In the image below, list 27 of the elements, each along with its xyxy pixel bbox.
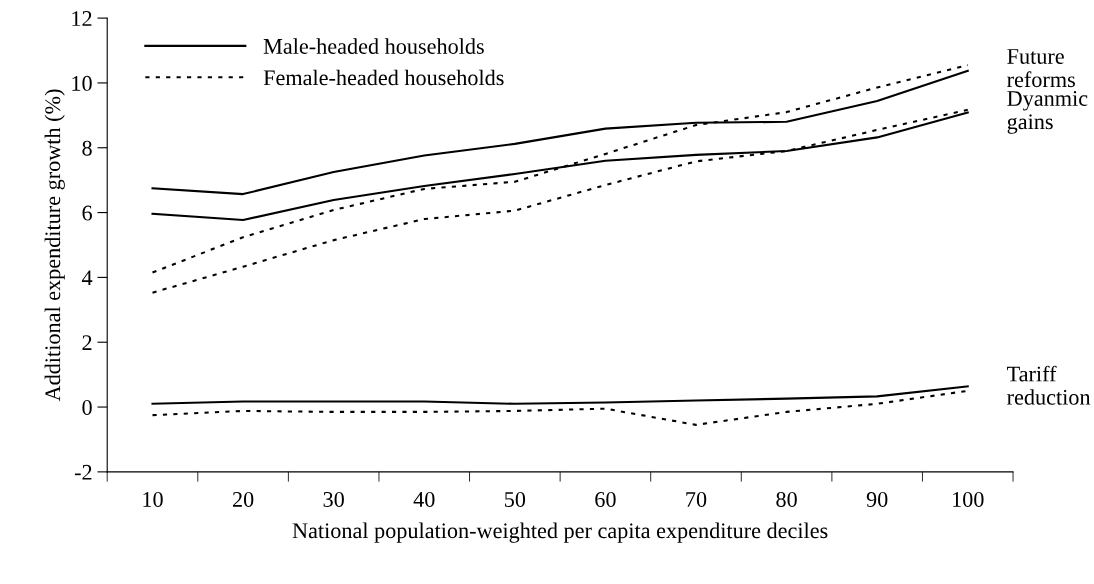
- x-tick-label: 80: [776, 491, 797, 507]
- y-tick-label: 4: [81, 270, 93, 286]
- annotation: Future reforms: [1007, 49, 1075, 88]
- legend-label: Male-headed households: [263, 38, 484, 54]
- y-tick-label: -2: [74, 464, 92, 480]
- y-tick-label: 0: [82, 399, 92, 415]
- y-tick-label: 8: [82, 140, 92, 156]
- x-tick-label: 90: [866, 491, 888, 507]
- y-tick-label: 10: [72, 75, 92, 91]
- x-tick-label: 40: [413, 491, 435, 507]
- x-tick-label: 70: [686, 491, 707, 507]
- line-series: [151, 64, 969, 274]
- annotation: Dyanmic gains: [1007, 91, 1088, 134]
- y-tick-label: 6: [82, 205, 92, 221]
- x-tick-label: 50: [505, 491, 526, 507]
- legend-label: Female-headed households: [263, 69, 504, 86]
- x-tick-label: 60: [595, 491, 616, 507]
- line-series: [151, 385, 969, 405]
- y-tick-label: 12: [72, 11, 92, 26]
- x-tick-label: 30: [323, 491, 344, 507]
- annotation: Tariff reduction: [1007, 365, 1091, 405]
- x-tick-label: 100: [953, 491, 984, 507]
- x-axis-title: National population-weighted per capita expenditure deciles: [292, 522, 828, 543]
- y-axis-title: Additional expenditure growth (%): [44, 89, 65, 402]
- x-tick-label: 20: [232, 491, 254, 507]
- y-tick-label: 2: [82, 335, 92, 350]
- x-tick-label: 10: [143, 491, 163, 507]
